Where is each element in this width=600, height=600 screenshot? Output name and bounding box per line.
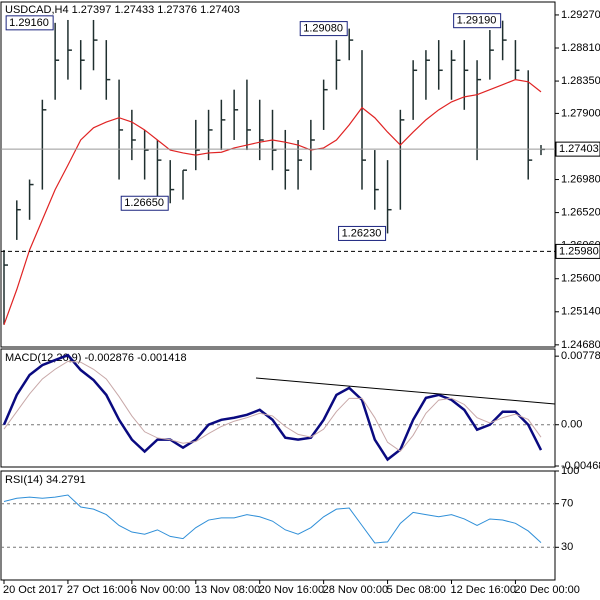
x-tick-label: 20 Dec 00:00 <box>514 584 579 596</box>
macd-trend-line <box>255 377 556 405</box>
price-title: USDCAD,H4 1.27397 1.27433 1.27376 1.2740… <box>5 4 240 16</box>
y-tick-label: 100 <box>561 465 579 477</box>
y-tick-label: 1.26980 <box>561 173 600 185</box>
y-tick-label: 1.26520 <box>561 207 600 219</box>
annotation-box <box>338 225 387 241</box>
y-tick-label: 1.28350 <box>561 75 600 87</box>
y-tick-label: 30 <box>561 541 573 553</box>
x-tick-label: 5 Dec 08:00 <box>387 584 446 596</box>
price-level-label: 1.25980 <box>559 245 599 257</box>
panel-frame <box>0 470 556 581</box>
x-tick-label: 12 Dec 16:00 <box>451 584 516 596</box>
annotation-box <box>5 15 54 31</box>
y-tick-label: -0.004688 <box>561 460 600 472</box>
annotation-label: 1.29160 <box>9 17 49 29</box>
panel-title: MACD(12,26,9) -0.002876 -0.001418 <box>5 352 187 364</box>
y-tick-label: 1.25600 <box>561 273 600 285</box>
panel-frame <box>0 1 556 348</box>
x-tick-label: 20 Oct 2017 <box>3 584 63 596</box>
price-level-label: 1.27403 <box>559 143 599 155</box>
x-tick-label: 20 Nov 16:00 <box>259 584 324 596</box>
annotation-label: 1.26230 <box>342 227 382 239</box>
panel-frame <box>0 348 556 468</box>
y-tick-label: 1.29270 <box>561 9 600 21</box>
y-tick-label: 1.27900 <box>561 107 600 119</box>
indicator-line <box>2 353 543 462</box>
y-tick-label: 0.00 <box>561 419 582 431</box>
y-tick-label: 70 <box>561 498 573 510</box>
indicator-line <box>3 360 542 452</box>
y-tick-label: 1.24680 <box>561 339 600 351</box>
annotation-label: 1.29190 <box>457 15 497 27</box>
annotation-label: 1.29080 <box>303 23 343 35</box>
indicator-line <box>3 494 542 544</box>
x-tick-label: 13 Nov 08:00 <box>195 584 260 596</box>
x-tick-label: 6 Nov 00:00 <box>131 584 190 596</box>
annotation-box <box>120 195 169 211</box>
panel-title: RSI(14) 34.2791 <box>5 474 86 486</box>
annotation-box <box>453 13 502 29</box>
y-tick-label: 1.28810 <box>561 42 600 54</box>
y-tick-label: 1.25140 <box>561 306 600 318</box>
y-tick-label: 0.007787 <box>561 350 600 362</box>
price-level-box <box>555 141 600 157</box>
moving-average <box>3 79 542 325</box>
x-tick-label: 28 Nov 00:00 <box>323 584 388 596</box>
x-tick-label: 27 Oct 16:00 <box>67 584 130 596</box>
annotation-label: 1.26650 <box>124 197 164 209</box>
price-level-box <box>555 243 600 259</box>
annotation-box <box>299 21 348 37</box>
